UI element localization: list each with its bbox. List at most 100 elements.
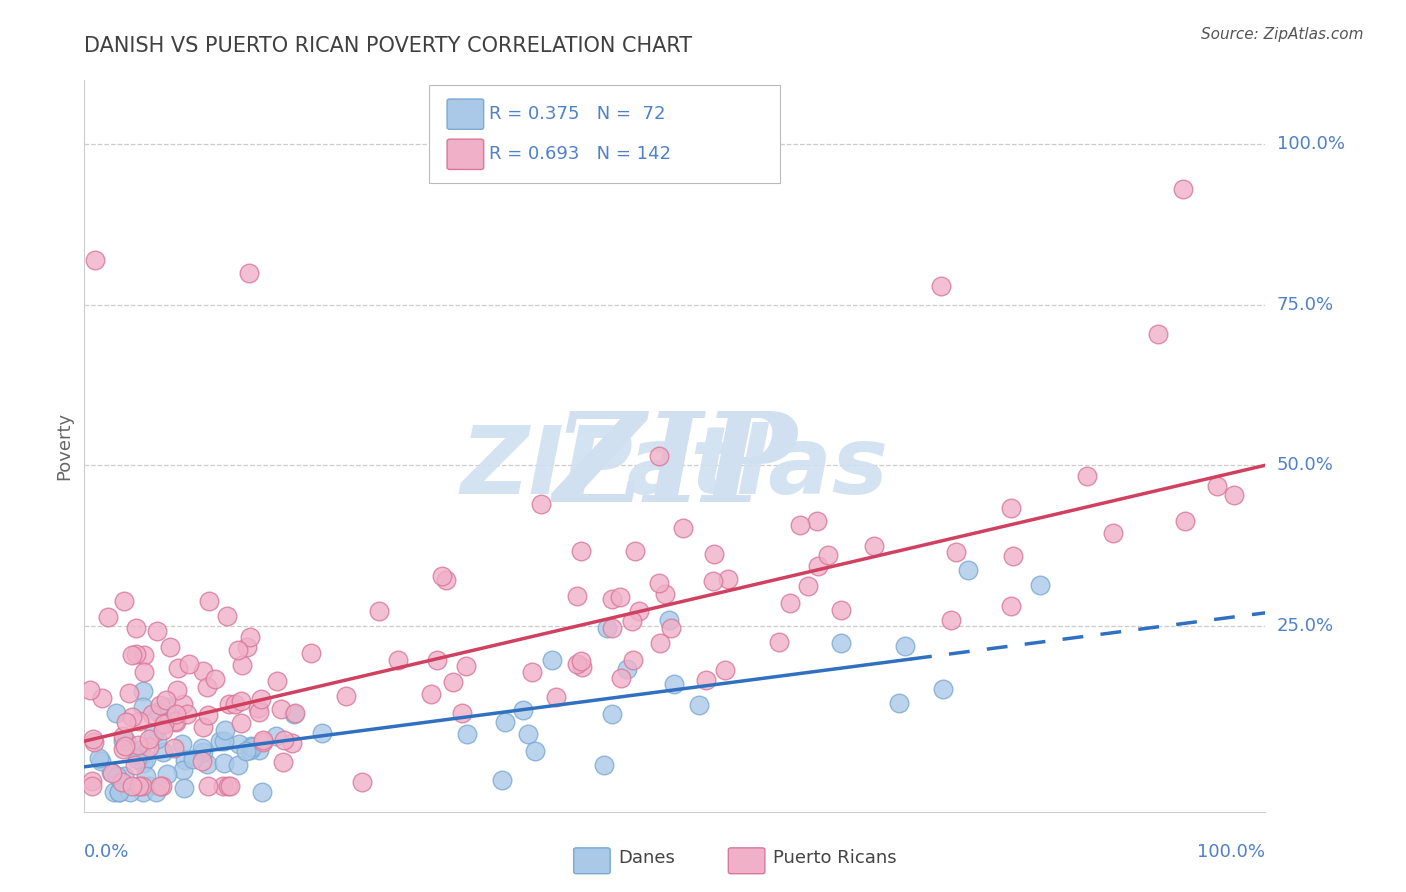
Point — [454, 658, 477, 673]
Point — [620, 614, 643, 628]
Point — [596, 621, 619, 635]
Point — [138, 739, 160, 754]
Point — [240, 739, 263, 753]
Point — [893, 639, 915, 653]
Point — [191, 740, 214, 755]
Point — [283, 706, 305, 721]
Point — [236, 640, 259, 655]
Point — [714, 663, 737, 677]
Point — [90, 691, 112, 706]
Point — [1000, 599, 1022, 613]
Point — [138, 731, 160, 746]
Point — [145, 785, 167, 799]
Point — [887, 696, 910, 710]
Point — [250, 692, 273, 706]
Point — [170, 738, 193, 752]
Point — [111, 734, 134, 748]
Point — [830, 603, 852, 617]
Point — [179, 657, 201, 671]
Point — [1102, 526, 1125, 541]
Point — [97, 610, 120, 624]
Point — [616, 662, 638, 676]
Point — [138, 779, 160, 793]
Point — [217, 608, 239, 623]
Point — [600, 621, 623, 635]
Point — [214, 723, 236, 738]
Point — [132, 756, 155, 771]
Point — [264, 729, 287, 743]
Point — [806, 514, 828, 528]
Point — [863, 539, 886, 553]
Point — [209, 734, 232, 748]
Point — [491, 773, 513, 788]
Point — [654, 587, 676, 601]
Point — [1174, 514, 1197, 528]
Point — [115, 733, 138, 747]
Point — [112, 769, 135, 783]
Point — [112, 593, 135, 607]
Text: 25.0%: 25.0% — [1277, 616, 1334, 634]
Point — [128, 743, 150, 757]
Point — [191, 664, 214, 678]
Point — [238, 266, 260, 280]
Point — [219, 779, 242, 793]
Point — [218, 697, 240, 711]
Point — [662, 677, 685, 691]
Point — [105, 706, 128, 721]
Point — [939, 613, 962, 627]
Point — [141, 706, 163, 721]
Point — [779, 596, 801, 610]
Point — [132, 699, 155, 714]
Point — [520, 665, 543, 679]
Point — [280, 736, 302, 750]
Point — [197, 779, 219, 793]
Point — [165, 707, 187, 722]
Point — [107, 785, 129, 799]
Text: Danes: Danes — [619, 849, 675, 867]
Point — [131, 779, 153, 793]
Point — [165, 715, 187, 730]
Text: ZIPatlas: ZIPatlas — [461, 422, 889, 514]
Point — [111, 742, 134, 756]
Text: ZIP: ZIP — [553, 407, 797, 529]
Point — [195, 756, 218, 771]
Point — [609, 590, 631, 604]
Point — [121, 710, 143, 724]
Point — [1173, 182, 1195, 196]
Point — [239, 630, 262, 644]
Point — [817, 549, 839, 563]
Point — [524, 744, 547, 758]
Point — [541, 653, 564, 667]
Point — [624, 543, 647, 558]
Point — [197, 708, 219, 723]
Point — [105, 769, 128, 783]
Point — [517, 727, 540, 741]
Point — [441, 674, 464, 689]
Point — [1146, 327, 1168, 342]
Point — [163, 714, 186, 728]
Point — [89, 751, 111, 765]
Point — [250, 785, 273, 799]
Point — [335, 689, 357, 703]
Point — [103, 785, 125, 799]
Point — [229, 694, 252, 708]
Point — [956, 563, 979, 577]
Point — [231, 716, 253, 731]
Point — [430, 569, 453, 583]
Point — [217, 779, 239, 793]
Point — [127, 738, 149, 752]
Point — [806, 559, 828, 574]
Point — [247, 705, 270, 719]
Y-axis label: Poverty: Poverty — [55, 412, 73, 480]
Point — [419, 687, 441, 701]
Point — [368, 604, 391, 618]
Text: R = 0.693   N = 142: R = 0.693 N = 142 — [489, 145, 671, 163]
Point — [247, 701, 270, 715]
Text: DANISH VS PUERTO RICAN POVERTY CORRELATION CHART: DANISH VS PUERTO RICAN POVERTY CORRELATI… — [84, 36, 693, 55]
Point — [132, 785, 155, 799]
Point — [193, 745, 215, 759]
Point — [658, 613, 681, 627]
Point — [1029, 577, 1052, 591]
Point — [111, 775, 134, 789]
Point — [212, 756, 235, 770]
